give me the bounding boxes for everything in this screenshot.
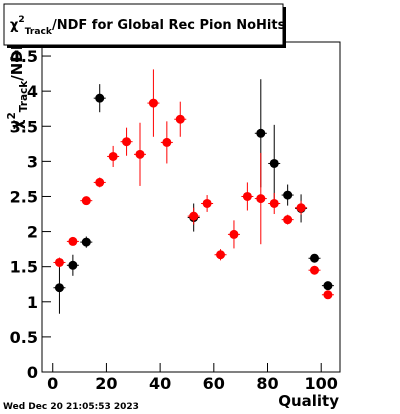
point xyxy=(147,69,160,137)
marker xyxy=(95,93,105,103)
marker xyxy=(323,281,333,291)
marker xyxy=(202,198,212,208)
point xyxy=(93,84,106,113)
y-tick-label: 1 xyxy=(27,293,38,312)
point xyxy=(281,184,294,206)
point xyxy=(268,192,281,215)
marker xyxy=(108,151,118,161)
point xyxy=(254,152,267,245)
marker xyxy=(68,260,78,270)
point xyxy=(66,254,79,276)
point xyxy=(201,195,214,212)
marker xyxy=(309,265,319,275)
marker xyxy=(81,237,91,247)
point xyxy=(66,236,79,246)
marker xyxy=(283,190,293,200)
marker xyxy=(216,250,226,260)
marker xyxy=(309,253,319,263)
point xyxy=(321,290,334,300)
point xyxy=(80,236,93,248)
point xyxy=(227,220,240,249)
point xyxy=(53,257,66,268)
point xyxy=(107,145,120,167)
marker xyxy=(148,98,158,108)
marker xyxy=(95,177,105,187)
marker xyxy=(269,198,279,208)
marker xyxy=(323,290,333,300)
marker xyxy=(81,196,91,206)
title-box xyxy=(3,3,284,46)
chart-title-sub: Track xyxy=(25,27,53,37)
marker xyxy=(269,158,279,168)
point xyxy=(241,182,254,211)
point xyxy=(308,253,321,263)
point xyxy=(187,207,200,225)
marker xyxy=(54,257,64,267)
x-tick-label: 0 xyxy=(47,374,58,393)
y-tick-label: 4.5 xyxy=(10,47,38,66)
y-axis-label-sub: Track xyxy=(18,80,30,112)
x-tick-label: 20 xyxy=(95,374,117,393)
point xyxy=(120,127,133,156)
marker xyxy=(68,236,78,246)
y-tick-label: 2.5 xyxy=(10,187,38,206)
marker xyxy=(135,149,145,159)
x-axis-label: Quality xyxy=(278,392,339,410)
marker xyxy=(175,114,185,124)
chart-title-sup: 2 xyxy=(18,15,24,25)
marker xyxy=(122,137,132,147)
marker xyxy=(54,283,64,293)
marker xyxy=(189,211,199,221)
marker xyxy=(296,203,306,213)
point xyxy=(268,124,281,203)
y-axis-label: χ2Track/NDF xyxy=(6,40,30,129)
x-tick-label: 80 xyxy=(256,374,278,393)
x-tick-label: 60 xyxy=(203,374,225,393)
point xyxy=(321,281,334,291)
point xyxy=(281,214,294,225)
marker xyxy=(229,229,239,239)
y-tick-label: 3 xyxy=(27,152,38,171)
chart-title: χ2Track/NDF for Global Rec Pion NoHits xyxy=(10,15,286,37)
x-tick-label: 40 xyxy=(149,374,171,393)
point xyxy=(160,121,173,164)
y-tick-label: 2 xyxy=(27,223,38,242)
point xyxy=(214,249,227,261)
point xyxy=(308,265,321,275)
y-tick-label: 1.5 xyxy=(10,258,38,277)
chart-title-text: /NDF for Global Rec Pion NoHits xyxy=(52,18,286,33)
footer: Wed Dec 20 21:05:53 2023 xyxy=(3,402,139,412)
y-tick-label: 0.5 xyxy=(10,328,38,347)
x-tick-label: 100 xyxy=(305,374,338,393)
point xyxy=(53,261,66,314)
point xyxy=(295,200,308,215)
y-axis-label-text: /NDF xyxy=(8,40,26,81)
marker xyxy=(162,137,172,147)
y-axis-label-sup: 2 xyxy=(6,112,18,119)
point xyxy=(174,101,187,137)
marker xyxy=(256,128,266,138)
point xyxy=(133,122,146,186)
point xyxy=(93,177,106,188)
marker xyxy=(256,194,266,204)
point xyxy=(80,196,93,206)
y-tick-label: 0 xyxy=(27,363,38,382)
y-axis-label-symbol: χ xyxy=(8,119,26,129)
chart-title-symbol: χ xyxy=(10,18,19,33)
y-tick-label: 3.5 xyxy=(10,117,38,136)
y-tick-label: 4 xyxy=(27,82,38,101)
marker xyxy=(242,191,252,201)
marker xyxy=(283,215,293,225)
